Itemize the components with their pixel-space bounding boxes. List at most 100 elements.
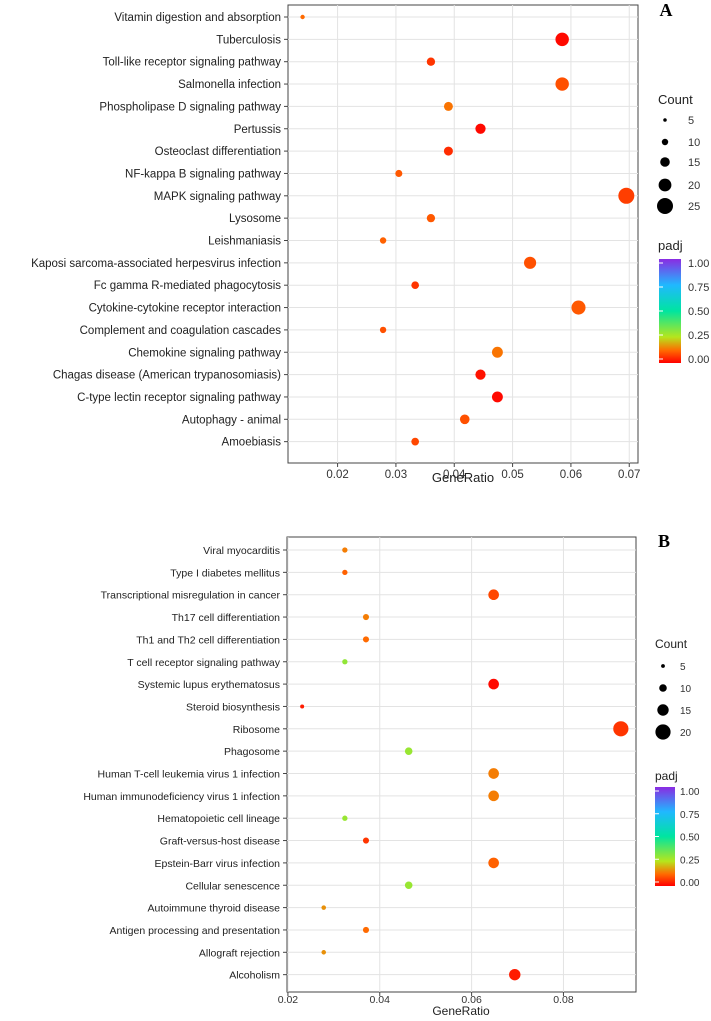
panel-a: Vitamin digestion and absorption Tubercul… [31,0,709,485]
panel-b-category-label: Graft-versus-host disease [160,836,280,848]
panel-a-size-legend-label: 10 [688,137,700,149]
panel-b-category-label: Type I diabetes mellitus [170,567,280,579]
panel-a-size-legend-label: 5 [688,115,694,127]
panel-b-point [404,881,413,890]
panel-a-size-legend-label: 25 [688,201,700,213]
panel-b-point [509,968,521,981]
panel-b-size-legend-label: 5 [680,662,686,673]
panel-a-category-label: Amoebiasis [222,437,282,449]
panel-a-category-label: Lysosome [229,213,281,225]
panel-b-point [613,721,629,737]
panel-b-x-tick-label: 0.08 [553,994,574,1006]
panel-b-point [321,950,327,955]
panel-b-point [362,837,370,844]
panel-b-point [342,547,348,553]
panel-a-point [475,369,486,380]
panel-b-x-tick-label: 0.06 [461,994,482,1006]
panel-b: Viral myocarditis Type I diabetes mellitu… [83,531,700,1018]
panel-a-background [287,4,639,464]
panel-b-category-label: Hematopoietic cell lineage [157,813,280,825]
panel-a-x-axis-title: GeneRatio [432,470,494,485]
panel-a-category-label: Salmonella infection [178,79,281,91]
panel-a-category-label: Complement and coagulation cascades [80,325,282,337]
panel-b-size-legend-label: 20 [680,728,692,739]
panel-b-colorbar-label: 1.00 [680,787,700,798]
panel-a-point [426,57,436,66]
panel-a-category-label: Chemokine signaling pathway [128,347,281,359]
panel-b-point [488,790,499,802]
panel-b-point [362,636,370,643]
panel-a-x-tick-label: 0.05 [501,469,523,481]
panel-a-x-tick-label: 0.07 [618,469,640,481]
panel-a-point [300,14,305,20]
panel-a-colorbar-label: 0.00 [688,354,709,366]
panel-b-category-label: Transcriptional misregulation in cancer [101,590,281,602]
panel-b-tag: B [658,531,670,551]
panel-b-size-legend-dot [661,664,665,668]
panel-b-colorbar-label: 0.00 [680,878,700,889]
panel-a-color-legend-title: padj [658,238,683,253]
panel-a-size-legend-dot [657,198,673,214]
panel-a-size-legend: Count 5 10 15 20 25 [657,92,700,214]
panel-b-color-legend: padj 1.00 0.75 0.50 0.25 0.00 [655,769,700,889]
panel-a-category-label: Leishmaniasis [208,236,281,248]
panel-b-category-label: Viral myocarditis [203,545,280,557]
panel-a-category-label: Kaposi sarcoma-associated herpesvirus in… [31,258,281,270]
panel-a-point [443,146,453,156]
panel-a-point [379,326,387,334]
panel-a-size-legend-dot [661,138,669,146]
panel-b-size-legend-dot [659,684,667,692]
panel-a-point [491,346,503,358]
panel-a-point [443,101,453,111]
panel-a-category-label: Pertussis [234,124,282,136]
panel-a-colorbar-label: 0.25 [688,330,709,342]
panel-a-category-label: Vitamin digestion and absorption [114,12,281,24]
panel-b-point [404,747,413,755]
panel-b-size-legend-label: 15 [680,706,692,717]
panel-b-point [300,704,305,709]
panel-a-points [300,14,635,446]
panel-a-point [555,32,569,47]
panel-a-point [524,256,537,269]
panel-b-category-label: Allograft rejection [199,947,280,959]
panel-b-category-label: Cellular senescence [185,880,280,892]
panel-a-category-labels: Vitamin digestion and absorption Tubercul… [31,12,288,449]
panel-a-point [411,437,420,446]
panel-a-point [395,169,403,177]
panel-a-x-ticks: 0.02 0.03 0.04 0.05 0.06 0.07 [326,463,640,481]
panel-a-point [426,213,436,223]
panel-b-colorbar-label: 0.25 [680,855,700,866]
panel-a-category-label: C-type lectin receptor signaling pathway [77,392,281,404]
panel-b-category-label: Human T-cell leukemia virus 1 infection [98,769,281,781]
panel-b-point [342,659,348,665]
panel-b-category-labels: Viral myocarditis Type I diabetes mellitu… [83,545,287,982]
panel-a-x-tick-label: 0.04 [443,469,466,481]
panel-a-colorbar-label: 0.50 [688,306,709,318]
panel-b-color-legend-title: padj [655,769,678,783]
panel-a-point [555,77,569,91]
panel-b-category-label: Steroid biosynthesis [186,701,280,713]
panel-b-point [488,589,499,601]
panel-b-points [300,547,629,981]
panel-b-size-legend-title: Count [655,637,688,651]
panel-b-category-label: Human immunodeficiency virus 1 infection [83,791,280,803]
panel-a-size-legend-label: 20 [688,180,700,192]
panel-a-size-legend-dot [660,157,670,167]
panel-b-size-legend: Count 5 10 15 20 [655,637,692,740]
panel-a-category-label: Phospholipase D signaling pathway [99,101,281,113]
panel-b-point [321,905,327,910]
panel-a-x-tick-label: 0.06 [560,469,582,481]
panel-b-grid [287,537,636,992]
panel-a-size-legend-dot [663,118,667,122]
panel-b-point [362,614,370,621]
panel-a-color-legend: padj 1.00 0.75 0.50 0.25 0.00 [658,238,709,366]
panel-a-size-legend-title: Count [658,92,693,107]
panel-b-colorbar-label: 0.50 [680,833,700,844]
panel-b-background [286,536,637,993]
panel-a-x-tick-label: 0.02 [326,469,348,481]
panel-b-category-label: Th17 cell differentiation [172,612,281,624]
panel-a-category-label: Toll-like receptor signaling pathway [103,57,282,69]
panel-a-category-label: NF-kappa B signaling pathway [125,168,281,180]
panel-b-category-label: Epstein-Barr virus infection [155,858,281,870]
